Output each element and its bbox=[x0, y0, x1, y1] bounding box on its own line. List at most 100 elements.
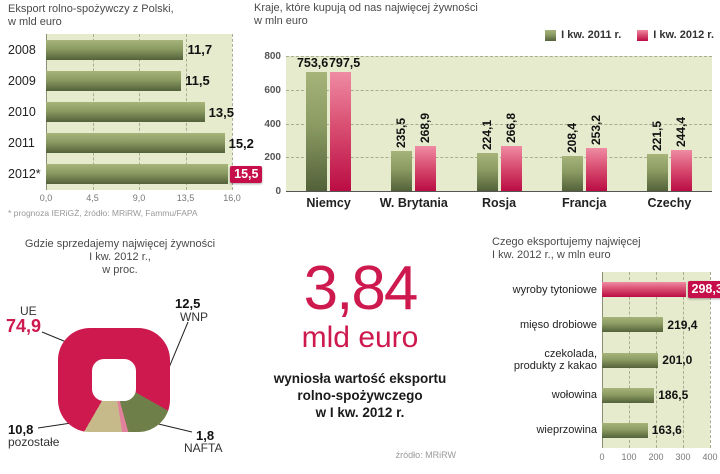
y-tick: 800 bbox=[264, 51, 281, 62]
year-label: 2009 bbox=[8, 73, 36, 88]
bar-2011-francja bbox=[561, 155, 583, 191]
chart-subtitle: I kw. 2012 r., w mln euro bbox=[492, 249, 611, 261]
bar-track: 13,5 bbox=[46, 96, 234, 127]
gridline bbox=[710, 272, 711, 448]
x-tick: 100 bbox=[621, 452, 637, 462]
bar-2012-forecast bbox=[46, 164, 229, 185]
bar-wieprzowina bbox=[602, 422, 648, 438]
slice-label-pozostale: pozostałe bbox=[8, 435, 60, 449]
year-label: 2011 bbox=[8, 136, 35, 151]
bar-value: 224,1 bbox=[479, 120, 494, 151]
bar-column: 244,4 bbox=[670, 56, 692, 191]
bar-track: 201,0 bbox=[602, 342, 714, 377]
bar-value: 208,4 bbox=[564, 122, 579, 153]
bar-row: mięso drobiowe 219,4 bbox=[484, 307, 714, 342]
bar-value: 753,6 bbox=[296, 56, 329, 70]
chart-subtitle2: w proc. bbox=[102, 264, 138, 276]
bar-track: 11,5 bbox=[46, 65, 234, 96]
bar-column: 224,1 bbox=[476, 56, 498, 191]
bar-2012-niemcy bbox=[330, 72, 352, 191]
y-tick: 400 bbox=[264, 118, 281, 130]
x-tick: 0 bbox=[599, 452, 605, 462]
bar-2011-w-brytania bbox=[391, 151, 413, 191]
bar-mieso-drobiowe bbox=[602, 317, 664, 333]
bar-track: 15,2 bbox=[46, 128, 254, 159]
country-group-czechy: 221,5 244,4 bbox=[627, 56, 712, 191]
x-tick: 300 bbox=[675, 452, 691, 462]
headline-unit: mld euro bbox=[301, 321, 419, 354]
headline-caption: wyniosła wartość eksportu rolno-spożywcz… bbox=[240, 370, 480, 421]
product-label: czekolada, produkty z kakao bbox=[513, 348, 597, 372]
country-group-niemcy: 753,6 797,5 bbox=[286, 56, 371, 191]
country-group-francja: 208,4 253,2 bbox=[542, 56, 627, 191]
chart-subtitle: w mln euro bbox=[254, 15, 308, 27]
slice-value-nafta: 1,8 bbox=[196, 428, 215, 443]
bar-column: 268,9 bbox=[415, 56, 437, 191]
bar-row: czekolada, produkty z kakao 201,0 bbox=[484, 342, 714, 377]
category-label: Czechy bbox=[647, 196, 692, 210]
bar-track: 11,7 bbox=[46, 34, 234, 65]
top-products-chart: Czego eksportujemy najwięcej I kw. 2012 … bbox=[480, 232, 720, 474]
bar-value: 163,6 bbox=[651, 423, 682, 438]
bar-value: 11,7 bbox=[187, 42, 213, 58]
bar-rows: 2008 11,7 2009 11,5 2010 13,5 bbox=[8, 34, 263, 190]
bar-2012-francja bbox=[585, 148, 607, 191]
bar-row: 2012* 15,5 bbox=[8, 159, 263, 190]
x-tick: 200 bbox=[648, 452, 664, 462]
bar-value: 244,4 bbox=[673, 116, 688, 147]
bar-value: 221,5 bbox=[649, 120, 664, 151]
bar-row: 2011 15,2 bbox=[8, 128, 254, 159]
gridline bbox=[286, 157, 712, 159]
product-label: wieprzowina bbox=[536, 424, 597, 437]
slice-value-wnp: 12,5 bbox=[175, 296, 201, 311]
gridline bbox=[286, 89, 712, 91]
bar-column: 235,5 bbox=[391, 56, 413, 191]
legend-item-2012: I kw. 2012 r. bbox=[637, 29, 714, 41]
gridline bbox=[683, 272, 684, 448]
x-tick: 13,5 bbox=[176, 193, 195, 203]
x-tick: 16,0 bbox=[223, 193, 241, 203]
bar-2011-rosja bbox=[476, 153, 498, 191]
bar-track: 298,3 bbox=[602, 272, 720, 307]
bar-value: 268,9 bbox=[418, 112, 433, 143]
bar-wolowina bbox=[602, 387, 655, 403]
bar-row: 2009 11,5 bbox=[8, 65, 234, 96]
legend-label: I kw. 2011 r. bbox=[561, 29, 622, 41]
country-group-rosja: 224,1 266,8 bbox=[456, 56, 541, 191]
bar-2008 bbox=[46, 39, 184, 60]
bar-value: 797,5 bbox=[328, 56, 361, 70]
chart-title: Kraje, które kupują od nas najwięcej żyw… bbox=[254, 2, 478, 28]
source-note: źródło: MRiRW bbox=[395, 450, 456, 460]
donut-hole bbox=[92, 359, 136, 401]
bar-value: 219,4 bbox=[667, 317, 698, 332]
category-label: W. Brytania bbox=[379, 196, 448, 210]
bar-value: 235,5 bbox=[394, 118, 409, 149]
bar-value: 13,5 bbox=[208, 104, 234, 120]
highlight-value-badge: 298,3 bbox=[687, 281, 720, 299]
bar-column: 208,4 bbox=[561, 56, 583, 191]
gridline bbox=[286, 123, 712, 125]
gridline bbox=[286, 56, 712, 57]
bar-rows: wyroby tytoniowe 298,3 mięso drobiowe 21… bbox=[484, 272, 720, 448]
slice-label-nafta: NAFTA bbox=[184, 441, 223, 455]
bar-value: 266,8 bbox=[503, 112, 518, 143]
bar-track: 163,6 bbox=[602, 413, 714, 448]
slice-label-wnp: WNP bbox=[180, 310, 208, 324]
plot-area: 800 600 400 200 0 753,6 797,5 bbox=[264, 51, 712, 197]
product-label: mięso drobiowe bbox=[519, 318, 597, 331]
highlight-value-badge: 15,5 bbox=[230, 165, 263, 183]
y-tick: 200 bbox=[264, 152, 281, 164]
bar-row: wyroby tytoniowe 298,3 bbox=[484, 272, 720, 307]
x-tick: 9,0 bbox=[132, 193, 146, 203]
bar-track: 15,5 bbox=[46, 159, 263, 190]
slice-label-ue: UE bbox=[20, 304, 37, 318]
chart-title-line1: Czego eksportujemy najwięcej bbox=[492, 236, 641, 248]
slice-value-pozostale: 10,8 bbox=[8, 422, 34, 437]
bar-track: 186,5 bbox=[602, 378, 714, 413]
headline-value: 3,84 bbox=[303, 254, 419, 323]
x-tick: 4,5 bbox=[86, 193, 99, 203]
country-group-w-brytania: 235,5 268,9 bbox=[371, 56, 456, 191]
chart-title: Gdzie sprzedajemy najwięcej żywności bbox=[24, 238, 216, 250]
bar-2012-rosja bbox=[500, 145, 522, 191]
